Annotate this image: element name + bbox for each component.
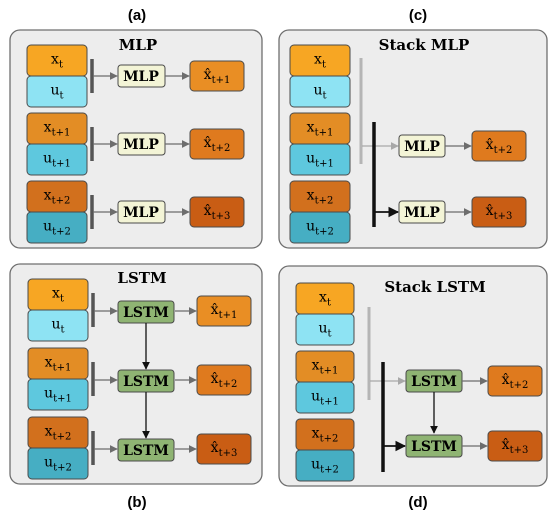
panel-c-label: (c) — [409, 7, 427, 24]
panel-a-input-u-label-0: ut — [50, 83, 63, 102]
panel-b-input-u-label-1: ut+1 — [44, 386, 72, 405]
panel-b-lstm-block-2 — [117, 438, 175, 462]
panel-c-input-u-label-2: ut+2 — [306, 219, 334, 238]
panel-c-input-u-box-0 — [289, 75, 351, 108]
panel-b-title: LSTM — [117, 269, 166, 287]
panel-a-mlp-label-2: MLP — [123, 205, 159, 221]
panel-b-input-u-label-2: ut+2 — [44, 455, 72, 474]
panel-d-output-1-box — [487, 430, 543, 462]
panel-c-output-1-label: x̂t+3 — [486, 203, 513, 222]
panel-b-lstm-label-0: LSTM — [123, 305, 169, 321]
panel-d-input-u-box-2 — [295, 449, 355, 482]
panel-a-input-x-label-2: xt+2 — [44, 188, 71, 207]
panel-a-output-1-box — [189, 128, 245, 160]
panel-a-label: (a) — [128, 7, 146, 24]
panel-b-lstm-label-1: LSTM — [123, 374, 169, 390]
panel-c-mlp-label-1: MLP — [404, 205, 440, 221]
panel-b-input-u-box-2 — [27, 447, 89, 480]
panel-c-input-u-label-0: ut — [313, 83, 326, 102]
panel-d-input-x-label-2: xt+2 — [312, 426, 339, 445]
panel-b-lstm-label-2: LSTM — [123, 443, 169, 459]
panel-b-input-u-box-0 — [27, 309, 89, 342]
panel-d-lstm-label-1: LSTM — [411, 439, 457, 455]
panel-d-output-1-label: x̂t+3 — [502, 437, 529, 456]
panel-d-input-x-label-1: xt+1 — [312, 358, 339, 377]
panel-c-input-u-label-1: ut+1 — [306, 151, 334, 170]
panel-b-output-0-box — [196, 295, 252, 327]
panel-d-label: (d) — [408, 494, 427, 511]
panel-b-label: (b) — [127, 494, 146, 511]
panel-b-output-2-box — [196, 433, 252, 465]
panel-d-title: Stack LSTM — [384, 278, 485, 296]
panel-a-input-x-label-0: xt — [51, 52, 63, 71]
panel-d-output-0-label: x̂t+2 — [502, 372, 529, 391]
panel-a-input-u-box-0 — [26, 75, 88, 108]
panel-d-input-u-label-0: ut — [318, 321, 331, 340]
panel-a-output-2-label: x̂t+3 — [204, 203, 231, 222]
panel-d-input-u-box-1 — [295, 381, 355, 414]
panel-c-title: Stack MLP — [379, 36, 470, 54]
panel-b-output-2-label: x̂t+3 — [211, 440, 238, 459]
panel-c-input-u-box-2 — [289, 211, 351, 244]
panel-a-input-u-label-1: ut+1 — [43, 151, 71, 170]
panel-c-output-1-box — [471, 196, 527, 228]
panel-b-input-u-label-0: ut — [51, 317, 64, 336]
panel-a-input-x-label-1: xt+1 — [44, 120, 71, 139]
panel-c-input-x-label-2: xt+2 — [307, 188, 334, 207]
panel-d-input-u-label-1: ut+1 — [311, 389, 339, 408]
panel-b-output-1-box — [196, 364, 252, 396]
panel-b-output-0-label: x̂t+1 — [211, 302, 238, 321]
panel-a-mlp-label-0: MLP — [123, 69, 159, 85]
panel-c-mlp-label-0: MLP — [404, 139, 440, 155]
panel-a-title: MLP — [119, 36, 157, 54]
panel-a-output-0-box — [189, 60, 245, 92]
panel-a-output-0-label: x̂t+1 — [204, 67, 231, 86]
panel-b-input-u-box-1 — [27, 378, 89, 411]
panel-d-lstm-label-0: LSTM — [411, 374, 457, 390]
panel-b-output-1-label: x̂t+2 — [211, 371, 238, 390]
panel-a-input-u-box-2 — [26, 211, 88, 244]
panel-d-input-u-label-2: ut+2 — [311, 457, 339, 476]
panel-d-input-x-label-0: xt — [319, 290, 331, 309]
panel-d-input-u-box-0 — [295, 313, 355, 346]
panel-d-output-0-box — [487, 365, 543, 397]
panel-a-mlp-label-1: MLP — [123, 137, 159, 153]
panel-a-output-2-box — [189, 196, 245, 228]
panel-b-input-x-label-2: xt+2 — [45, 424, 72, 443]
panel-b-input-x-label-0: xt — [52, 286, 64, 305]
panel-b-input-x-label-1: xt+1 — [45, 355, 72, 374]
panel-a-input-u-label-2: ut+2 — [43, 219, 71, 238]
panel-c-input-x-label-1: xt+1 — [307, 120, 334, 139]
panel-a-input-u-box-1 — [26, 143, 88, 176]
panel-c-input-x-label-0: xt — [314, 52, 326, 71]
panel-c-output-0-box — [471, 130, 527, 162]
panel-a-output-1-label: x̂t+2 — [204, 135, 231, 154]
panel-c-input-u-box-1 — [289, 143, 351, 176]
panel-c-output-0-label: x̂t+2 — [486, 137, 513, 156]
